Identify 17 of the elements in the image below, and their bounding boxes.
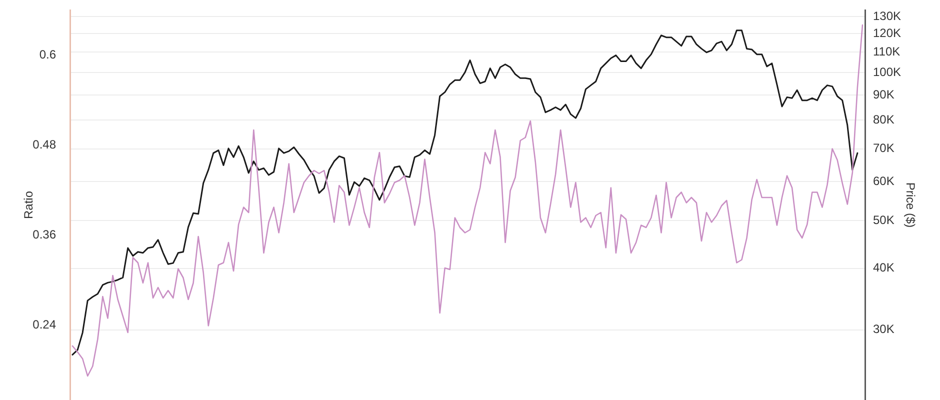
y2-tick-label: 50K: [873, 212, 894, 227]
y2-tick-label: 130K: [873, 8, 902, 23]
y-tick-label: 0.48: [32, 137, 56, 152]
y2-tick-label: 30K: [873, 322, 894, 336]
y-axis-title: Ratio: [22, 190, 36, 220]
y2-axis-title: Price ($): [903, 182, 918, 228]
y2-tick-label: 120K: [873, 26, 902, 40]
y2-tick-label: 100K: [873, 64, 902, 79]
y2-tick-label: 70K: [873, 141, 894, 156]
y-tick-label: 0.6: [39, 47, 56, 62]
y2-tick-label: 90K: [873, 87, 894, 102]
y-tick-label: 0.24: [32, 317, 56, 332]
y-tick-label: 0.36: [32, 227, 56, 242]
y2-tick-label: 80K: [873, 112, 894, 127]
y2-tick-label: 40K: [873, 260, 894, 275]
y2-tick-label: 110K: [873, 44, 900, 58]
y2-tick-label: 60K: [873, 174, 894, 188]
